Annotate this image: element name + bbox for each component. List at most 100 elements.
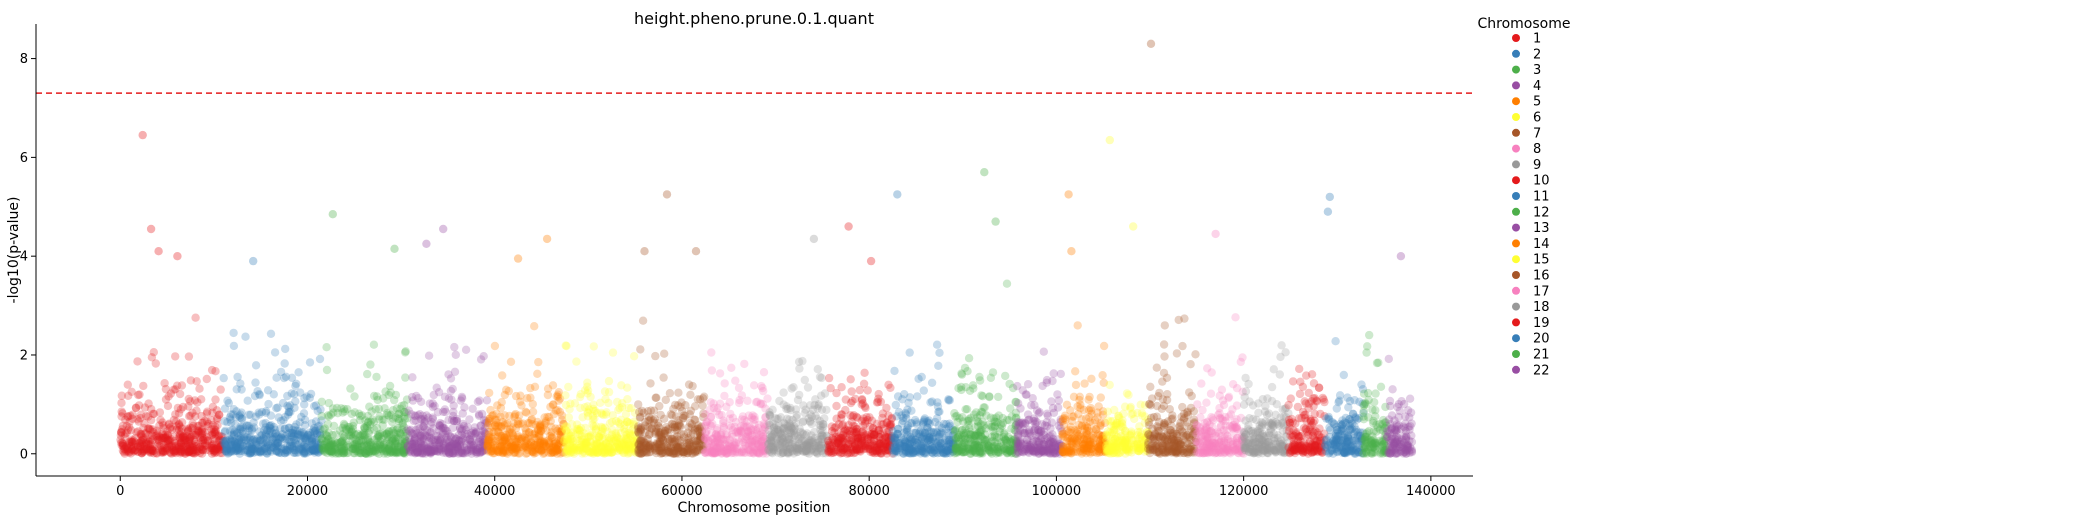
data-point xyxy=(177,424,187,433)
data-point xyxy=(135,390,144,399)
data-point xyxy=(789,429,799,438)
data-point xyxy=(180,449,190,458)
data-point xyxy=(127,435,136,444)
data-point xyxy=(133,447,143,456)
data-point xyxy=(147,415,156,425)
data-point xyxy=(181,449,190,458)
data-point xyxy=(195,433,205,442)
data-point xyxy=(158,447,167,457)
data-point xyxy=(200,427,209,436)
data-point xyxy=(142,445,151,454)
data-point xyxy=(193,425,202,435)
data-point xyxy=(804,414,813,423)
data-point xyxy=(127,445,136,454)
data-point xyxy=(372,372,381,382)
data-point xyxy=(179,432,188,441)
data-point xyxy=(374,404,384,414)
data-point xyxy=(860,368,869,377)
data-point xyxy=(455,423,465,432)
data-point xyxy=(623,383,632,392)
data-point xyxy=(144,424,153,433)
data-point xyxy=(145,445,155,455)
data-point xyxy=(446,433,456,442)
data-point xyxy=(195,384,204,393)
data-point xyxy=(408,392,417,402)
data-point xyxy=(686,390,695,399)
data-point xyxy=(135,439,145,448)
data-point xyxy=(223,396,232,405)
data-point xyxy=(137,448,146,457)
data-point xyxy=(156,415,165,425)
data-point xyxy=(917,372,926,382)
data-point xyxy=(133,357,142,366)
data-point xyxy=(120,449,129,458)
data-point xyxy=(184,436,194,445)
data-point xyxy=(375,412,384,421)
data-point xyxy=(1042,418,1052,427)
data-point xyxy=(197,411,206,421)
data-point xyxy=(963,367,972,376)
data-point xyxy=(144,440,154,450)
data-point xyxy=(733,444,742,454)
data-point xyxy=(428,414,437,424)
data-point xyxy=(789,383,798,392)
data-point xyxy=(743,396,752,405)
data-point xyxy=(203,436,213,445)
data-point xyxy=(834,427,843,436)
data-point xyxy=(160,379,169,388)
data-point xyxy=(149,442,158,451)
data-point xyxy=(148,409,158,418)
data-point xyxy=(153,441,162,450)
data-point xyxy=(187,442,196,451)
data-point xyxy=(192,406,201,415)
data-point xyxy=(148,435,157,444)
data-point xyxy=(164,420,174,429)
data-point xyxy=(149,409,159,419)
data-point xyxy=(913,392,922,401)
data-point xyxy=(795,364,804,373)
data-point xyxy=(149,427,158,437)
data-point xyxy=(184,352,194,361)
data-point xyxy=(820,414,829,423)
data-point xyxy=(601,394,610,404)
data-point xyxy=(124,448,134,457)
data-point xyxy=(215,410,224,420)
data-point xyxy=(118,421,128,430)
data-point xyxy=(131,445,140,455)
data-point xyxy=(524,440,533,449)
data-point xyxy=(848,433,857,443)
data-point xyxy=(212,406,222,415)
data-point xyxy=(159,433,168,443)
data-point xyxy=(158,446,168,456)
data-point xyxy=(679,411,689,420)
data-point xyxy=(220,404,230,413)
data-point xyxy=(166,389,176,398)
data-point xyxy=(765,445,774,454)
data-point xyxy=(140,419,149,428)
data-point xyxy=(608,444,617,454)
data-point xyxy=(860,419,870,428)
data-point xyxy=(169,448,179,457)
data-point xyxy=(185,436,194,445)
data-point xyxy=(674,388,683,397)
data-point xyxy=(147,445,156,454)
data-point xyxy=(302,442,311,452)
data-point xyxy=(189,421,198,431)
data-point xyxy=(198,442,208,451)
data-point xyxy=(180,432,189,441)
data-point xyxy=(594,433,604,442)
data-point xyxy=(164,392,173,401)
data-point xyxy=(413,447,422,456)
data-point xyxy=(888,443,897,453)
data-point xyxy=(210,446,219,455)
data-point xyxy=(759,368,769,377)
data-point xyxy=(1004,416,1014,425)
data-point xyxy=(528,399,537,409)
data-point xyxy=(727,423,736,432)
data-point xyxy=(1032,406,1042,415)
data-point xyxy=(827,447,836,456)
data-point xyxy=(167,442,176,451)
data-point xyxy=(229,341,239,351)
data-point xyxy=(123,412,132,421)
data-point xyxy=(139,381,148,391)
